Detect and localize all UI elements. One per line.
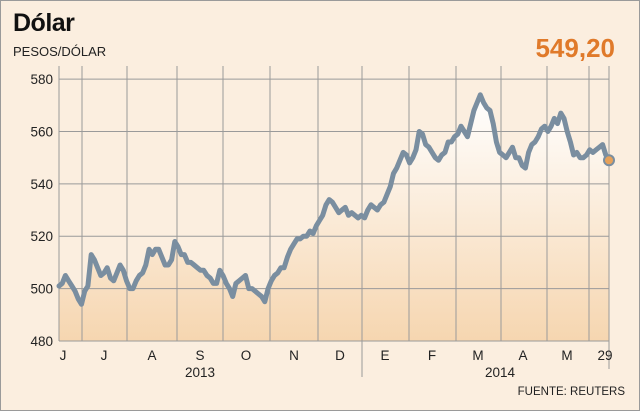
x-tick-label: E bbox=[380, 348, 389, 363]
x-tick-label: J bbox=[60, 348, 67, 363]
x-tick-label: A bbox=[147, 348, 156, 363]
year-label: 2013 bbox=[185, 365, 215, 380]
x-tick-label: N bbox=[289, 348, 299, 363]
year-label: 2014 bbox=[485, 365, 516, 380]
x-tick-label: M bbox=[561, 348, 572, 363]
y-tick-label: 480 bbox=[30, 334, 53, 349]
source-note: FUENTE: REUTERS bbox=[517, 386, 625, 398]
series-line bbox=[56, 92, 612, 307]
y-tick-label: 540 bbox=[30, 177, 53, 192]
last-data-point bbox=[603, 154, 615, 167]
x-tick-label: A bbox=[518, 348, 527, 363]
x-tick-label: S bbox=[195, 348, 204, 363]
series-area bbox=[59, 94, 609, 341]
x-tick-label: J bbox=[101, 348, 108, 363]
x-tick-label: D bbox=[335, 348, 345, 363]
y-tick-label: 560 bbox=[30, 124, 53, 139]
last-value-label: 549,20 bbox=[535, 33, 615, 63]
x-tick-label: 29 bbox=[597, 348, 612, 363]
y-tick-label: 520 bbox=[30, 229, 53, 244]
x-tick-label: O bbox=[241, 348, 252, 363]
chart-title: Dólar bbox=[13, 9, 75, 37]
grid bbox=[58, 66, 610, 369]
axes: 480 500 520 540 560 580 J J A S O N D E F M A M 29 2013 2014 bbox=[30, 72, 612, 380]
y-tick-label: 500 bbox=[30, 282, 53, 297]
y-axis-label: PESOS/DÓLAR bbox=[13, 44, 107, 59]
x-tick-label: M bbox=[472, 348, 483, 363]
y-tick-label: 580 bbox=[30, 72, 53, 87]
x-tick-label: F bbox=[428, 348, 436, 363]
